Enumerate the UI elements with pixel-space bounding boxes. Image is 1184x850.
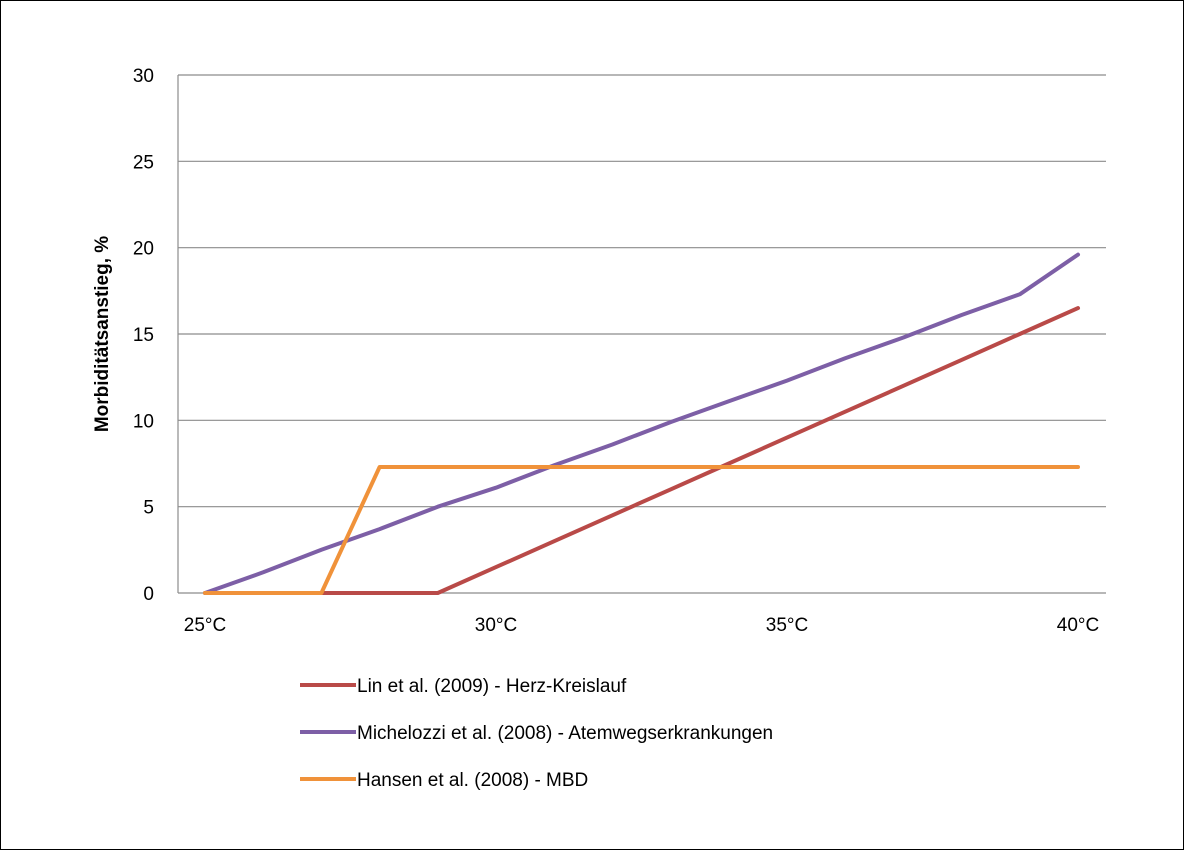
- y-tick-label-30: 30: [133, 66, 154, 87]
- y-tick-label-20: 20: [133, 239, 154, 260]
- legend-label-3: Hansen et al. (2008) - MBD: [357, 770, 588, 791]
- x-tick-label-35: 35°C: [766, 615, 808, 636]
- series-line-3: [203, 465, 1080, 595]
- x-tick-labels: 25°C 30°C 35°C 40°C: [184, 615, 1099, 636]
- y-tick-label-0: 0: [143, 584, 154, 605]
- y-tick-label-25: 25: [133, 152, 154, 173]
- y-tick-label-5: 5: [143, 498, 154, 519]
- y-tick-label-10: 10: [133, 411, 154, 432]
- series-line-2: [203, 252, 1080, 595]
- legend-label-1: Lin et al. (2009) - Herz-Kreislauf: [357, 676, 627, 697]
- x-tick-label-25: 25°C: [184, 615, 226, 636]
- series-line-1: [203, 306, 1080, 595]
- series-lines: [203, 252, 1080, 595]
- y-tick-labels: 0 5 10 15 20 25 30: [133, 66, 154, 605]
- y-axis-title: Morbiditätsanstieg, %: [92, 236, 113, 432]
- grid-lines: [178, 74, 1106, 508]
- legend: Lin et al. (2009) - Herz-Kreislauf Michel…: [300, 676, 773, 791]
- legend-label-2: Michelozzi et al. (2008) - Atemwegserkra…: [357, 723, 773, 744]
- x-tick-label-30: 30°C: [475, 615, 517, 636]
- x-tick-label-40: 40°C: [1057, 615, 1099, 636]
- y-tick-label-15: 15: [133, 325, 154, 346]
